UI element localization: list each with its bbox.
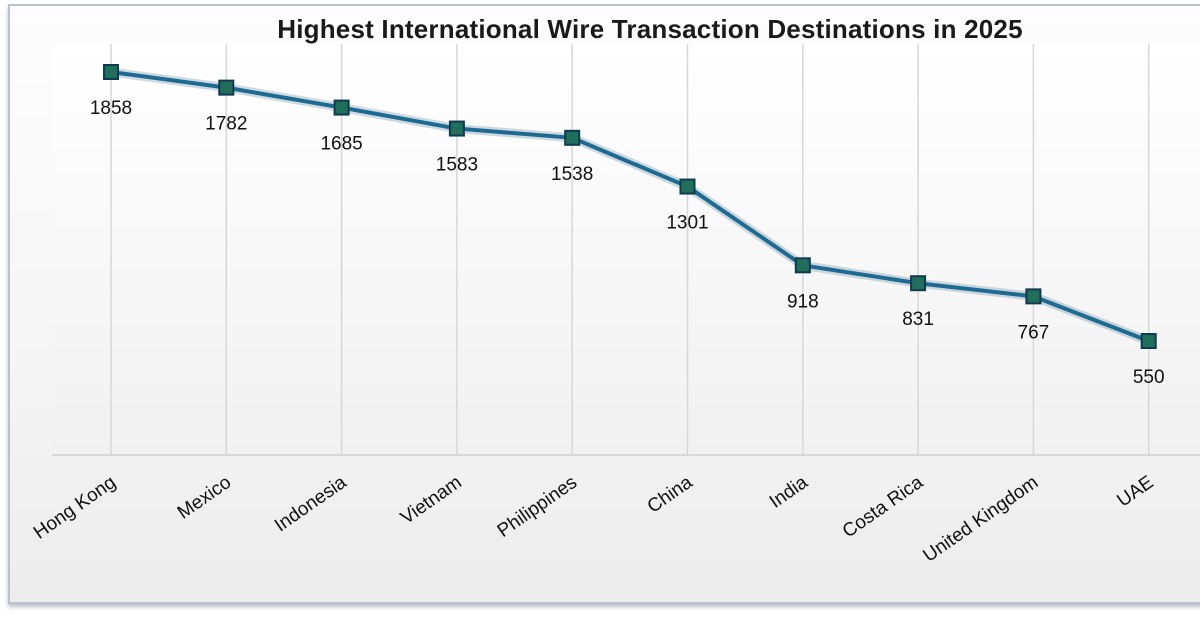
data-label: 831 (902, 309, 934, 330)
data-label: 1782 (205, 114, 247, 135)
data-label: 1301 (666, 213, 708, 234)
data-label: 1583 (436, 155, 478, 176)
x-tick-label: India (766, 472, 812, 513)
data-point (218, 79, 235, 96)
data-point (448, 120, 465, 137)
chart-title: Highest International Wire Transaction D… (277, 14, 1023, 44)
data-point (910, 275, 927, 292)
series-line (110, 70, 1150, 343)
data-label: 918 (787, 291, 819, 312)
data-point (794, 257, 811, 274)
x-tick-label: UAE (1114, 472, 1158, 512)
data-label: 550 (1133, 367, 1165, 388)
plot-area-shade (52, 44, 1200, 455)
data-point (103, 64, 119, 80)
x-tick-label: Hong Kong (30, 472, 120, 544)
x-tick-label: Philippines (494, 472, 581, 542)
data-label: 1538 (551, 164, 593, 185)
x-tick-label: Costa Rica (839, 472, 928, 543)
data-point (564, 129, 581, 146)
data-point (333, 99, 350, 116)
x-tick-label: Mexico (174, 472, 235, 524)
data-point (1025, 288, 1042, 305)
data-point (679, 178, 696, 195)
data-label: 767 (1018, 322, 1050, 343)
data-point (1140, 333, 1157, 349)
x-tick-label: Indonesia (271, 472, 351, 537)
x-tick-label: Vietnam (397, 472, 466, 529)
data-label: 1685 (320, 134, 362, 155)
x-tick-label: China (644, 472, 697, 518)
x-tick-label: United Kingdom (919, 472, 1042, 567)
data-label: 1858 (90, 98, 132, 119)
